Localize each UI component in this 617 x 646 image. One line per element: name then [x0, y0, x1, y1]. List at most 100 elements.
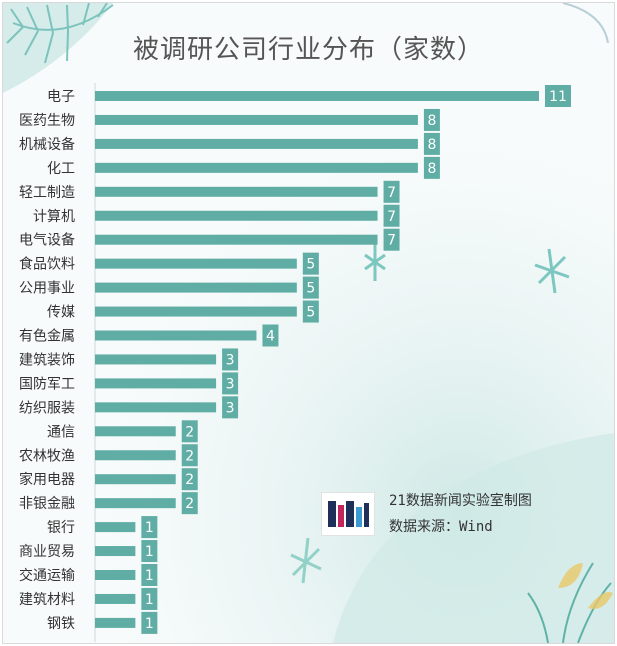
data-label: 5 [306, 305, 315, 321]
category-label: 建筑材料 [19, 592, 75, 608]
category-label: 电子 [47, 89, 75, 105]
data-label-box [141, 587, 158, 610]
category-label: 银行 [47, 520, 75, 536]
category-label: 家用电器 [19, 471, 75, 488]
bar [95, 330, 257, 341]
data-label-box [141, 516, 158, 539]
bar [95, 498, 176, 509]
bar [95, 258, 297, 269]
category-label: 轻工制造 [19, 185, 75, 201]
data-label: 1 [145, 592, 154, 608]
category-label: 电气设备 [19, 232, 75, 249]
bar [95, 306, 297, 317]
bar [95, 378, 217, 389]
data-label: 5 [306, 281, 315, 297]
category-label: 非银金融 [19, 496, 75, 512]
data-label-box [181, 492, 198, 515]
bar [95, 234, 378, 245]
data-label: 7 [387, 233, 396, 249]
data-label: 1 [145, 568, 154, 584]
background-decoration [3, 3, 614, 643]
data-label: 2 [185, 448, 194, 464]
category-label: 传媒 [47, 305, 75, 321]
category-label: 纺织服装 [19, 400, 75, 416]
leaf-icon [364, 243, 570, 294]
data-label: 2 [185, 424, 194, 440]
data-label: 4 [266, 329, 275, 345]
bar [95, 354, 217, 365]
plant-leaf-icon [558, 563, 613, 609]
data-label-box [383, 180, 400, 203]
credit-source: 数据来源：Wind [389, 519, 493, 535]
data-label: 1 [145, 616, 154, 632]
category-label: 农林牧渔 [19, 448, 75, 464]
category-label: 商业贸易 [19, 544, 75, 560]
data-label: 11 [549, 89, 567, 105]
bar [95, 282, 297, 293]
data-label-box [302, 252, 319, 275]
data-label-box [141, 540, 158, 563]
data-label-box [383, 204, 400, 227]
data-label-box [222, 348, 239, 371]
bar [95, 402, 217, 413]
data-label: 8 [427, 161, 436, 177]
category-label: 食品饮料 [19, 256, 75, 273]
data-label: 5 [306, 257, 315, 273]
bar [95, 114, 418, 125]
data-label-box [222, 396, 239, 419]
credit-block: 21数据新闻实验室制图 数据来源：Wind [321, 486, 601, 546]
bar [95, 474, 176, 485]
bar [95, 162, 418, 173]
bar [95, 617, 136, 628]
bar [95, 450, 176, 461]
data-label-box [383, 228, 400, 251]
data-label-box [141, 611, 158, 634]
category-label: 交通运输 [19, 567, 75, 584]
data-label-box [141, 564, 158, 586]
category-label: 通信 [47, 424, 75, 440]
chart-title: 被调研公司行业分布（家数） [132, 35, 484, 65]
bar [95, 210, 378, 221]
bar [95, 546, 136, 557]
bar [95, 522, 136, 533]
data-label-box [423, 108, 440, 131]
data-label: 1 [145, 544, 154, 560]
bar [95, 593, 136, 604]
bar [95, 186, 378, 197]
credit-lab: 21数据新闻实验室制图 [389, 493, 532, 509]
data-label-box [545, 85, 571, 107]
category-label: 计算机 [33, 209, 75, 225]
data-label: 1 [145, 520, 154, 536]
data-label: 8 [427, 137, 436, 153]
data-label-box [181, 420, 198, 443]
data-label-box [222, 372, 239, 395]
bar [95, 91, 539, 101]
data-label: 2 [185, 472, 194, 488]
leaf-icon [290, 537, 322, 584]
category-label: 化工 [47, 161, 75, 177]
data-label-box [181, 444, 198, 467]
category-label: 医药生物 [19, 113, 75, 129]
data-label-box [302, 276, 319, 299]
category-label: 钢铁 [47, 616, 75, 632]
data-label: 8 [427, 113, 436, 129]
bar [95, 426, 176, 437]
bar [95, 138, 418, 149]
category-label: 建筑装饰 [19, 352, 75, 368]
data-label-box [423, 132, 440, 155]
data-label: 3 [226, 352, 235, 368]
data-label: 3 [226, 376, 235, 392]
category-label: 有色金属 [19, 328, 75, 345]
category-label: 国防军工 [19, 376, 75, 392]
bar [95, 570, 136, 580]
data-label: 7 [387, 209, 396, 225]
21-data-lab-logo-icon [321, 492, 375, 536]
data-label-box [302, 300, 319, 323]
data-label: 3 [226, 400, 235, 416]
palm-leaf-icon [6, 3, 114, 64]
data-label-box [181, 468, 198, 491]
category-label: 机械设备 [19, 136, 75, 153]
data-label-box [423, 156, 440, 179]
